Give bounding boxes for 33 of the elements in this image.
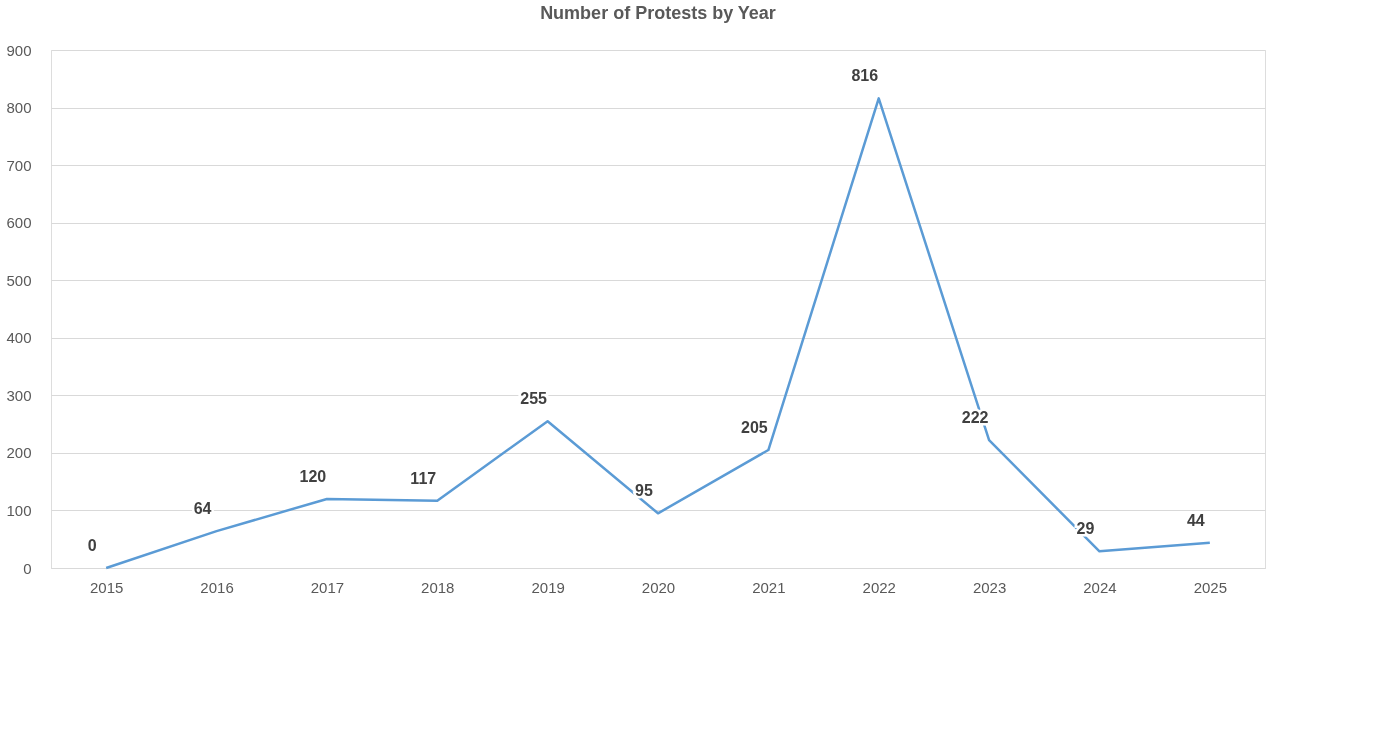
data-label: 29 — [1076, 520, 1095, 538]
chart-title: Number of Protests by Year — [540, 3, 776, 23]
x-tick-label: 2019 — [531, 578, 565, 596]
y-tick-label: 300 — [6, 386, 32, 404]
y-tick-label: 700 — [6, 156, 32, 174]
line-series — [104, 97, 1212, 570]
x-tick-label: 2015 — [89, 578, 124, 596]
x-tick-label: 2020 — [641, 578, 676, 596]
data-label: 120 — [299, 467, 327, 485]
y-tick-label: 800 — [6, 99, 32, 117]
x-tick-label: 2025 — [1193, 578, 1228, 596]
x-tick-label: 2021 — [752, 578, 786, 596]
data-label: 117 — [410, 469, 437, 487]
data-label: 64 — [193, 500, 212, 518]
data-label: 44 — [1186, 511, 1205, 529]
y-tick-label: 600 — [6, 214, 32, 232]
x-tick-label: 2016 — [200, 578, 234, 596]
x-tick-label: 2017 — [310, 578, 345, 596]
y-tick-label: 0 — [23, 559, 32, 577]
data-label: 0 — [87, 537, 97, 554]
data-label: 816 — [851, 67, 879, 85]
y-tick-label: 900 — [6, 41, 32, 59]
data-label: 95 — [635, 482, 653, 500]
x-tick-label: 2022 — [862, 578, 896, 596]
data-label: 255 — [520, 390, 548, 408]
y-tick-label: 200 — [6, 444, 32, 462]
x-tick-label: 2018 — [421, 578, 455, 596]
y-tick-label: 400 — [6, 329, 32, 347]
x-tick-label: 2023 — [972, 578, 1007, 596]
data-label: 205 — [741, 419, 768, 437]
x-tick-label: 2024 — [1083, 578, 1117, 596]
y-tick-label: 100 — [6, 501, 32, 519]
y-tick-label: 500 — [6, 271, 32, 289]
